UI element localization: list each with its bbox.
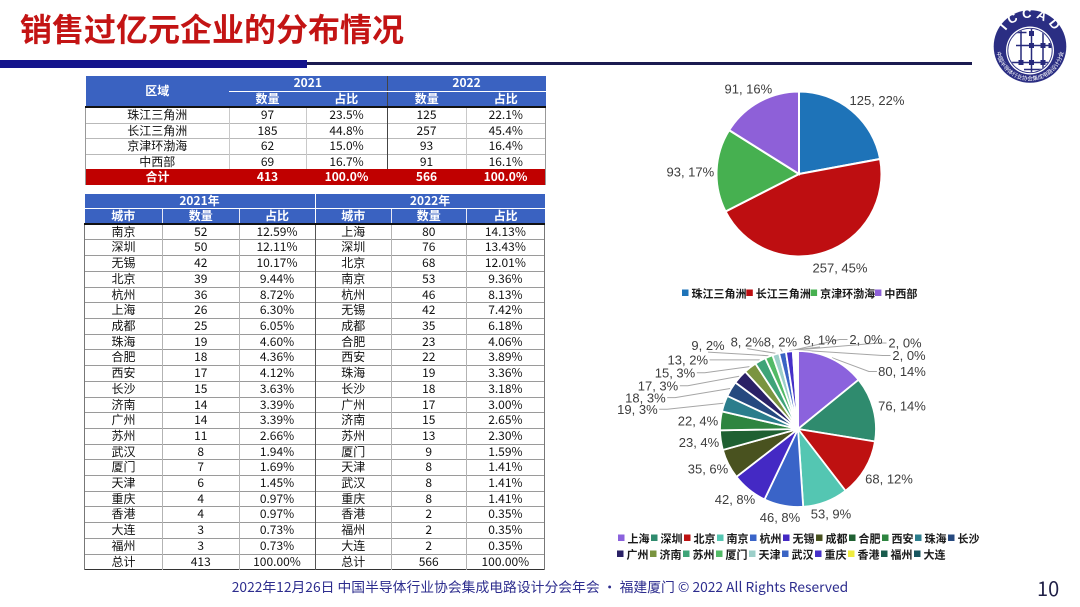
svg-text:厦门: 厦门 [726, 546, 748, 562]
svg-text:珠江三角洲: 珠江三角洲 [692, 285, 747, 301]
svg-text:8, 1%: 8, 1% [803, 333, 837, 348]
svg-text:深圳: 深圳 [661, 530, 683, 546]
svg-text:成都: 成都 [826, 530, 848, 546]
svg-text:2, 0%: 2, 0% [849, 332, 883, 347]
svg-text:广州: 广州 [627, 546, 649, 562]
svg-text:35, 6%: 35, 6% [688, 462, 729, 477]
svg-text:武汉: 武汉 [792, 546, 814, 562]
svg-text:济南: 济南 [660, 546, 682, 562]
svg-text:重庆: 重庆 [825, 546, 847, 562]
svg-text:13, 2%: 13, 2% [668, 353, 709, 368]
svg-text:长沙: 长沙 [958, 530, 980, 546]
svg-text:80, 14%: 80, 14% [878, 364, 926, 379]
svg-text:53, 9%: 53, 9% [811, 507, 852, 522]
svg-text:23, 4%: 23, 4% [679, 435, 720, 450]
svg-text:2, 0%: 2, 0% [888, 336, 922, 351]
svg-text:9, 2%: 9, 2% [691, 338, 725, 353]
svg-text:苏州: 苏州 [693, 546, 715, 562]
svg-text:42, 8%: 42, 8% [715, 492, 756, 507]
svg-text:中西部: 中西部 [884, 285, 917, 301]
svg-text:天津: 天津 [759, 546, 781, 562]
svg-text:合肥: 合肥 [859, 530, 881, 546]
svg-text:大连: 大连 [924, 546, 946, 562]
svg-text:香港: 香港 [858, 546, 880, 562]
svg-text:福州: 福州 [891, 546, 913, 562]
svg-text:46, 8%: 46, 8% [760, 510, 801, 525]
svg-text:15, 3%: 15, 3% [655, 365, 696, 380]
svg-text:珠海: 珠海 [925, 530, 947, 546]
svg-text:257, 45%: 257, 45% [813, 260, 868, 275]
svg-text:18, 3%: 18, 3% [625, 390, 666, 405]
svg-text:上海: 上海 [628, 530, 650, 546]
svg-text:无锡: 无锡 [793, 530, 815, 546]
svg-text:西安: 西安 [892, 530, 914, 546]
svg-text:93, 17%: 93, 17% [667, 165, 715, 180]
svg-text:8, 2%: 8, 2% [731, 334, 765, 349]
svg-text:杭州: 杭州 [760, 530, 782, 546]
svg-text:8, 2%: 8, 2% [764, 334, 798, 349]
svg-text:125, 22%: 125, 22% [850, 93, 905, 108]
svg-text:91, 16%: 91, 16% [725, 81, 773, 96]
svg-text:68, 12%: 68, 12% [865, 472, 913, 487]
svg-text:17, 3%: 17, 3% [638, 378, 679, 393]
svg-text:22, 4%: 22, 4% [678, 414, 719, 429]
svg-text:19, 3%: 19, 3% [617, 402, 658, 417]
svg-text:南京: 南京 [727, 530, 749, 546]
svg-text:北京: 北京 [694, 530, 716, 546]
svg-text:76, 14%: 76, 14% [878, 399, 926, 414]
svg-text:长江三角洲: 长江三角洲 [756, 285, 811, 301]
svg-text:2, 0%: 2, 0% [892, 348, 926, 363]
svg-text:京津环渤海: 京津环渤海 [820, 285, 875, 301]
